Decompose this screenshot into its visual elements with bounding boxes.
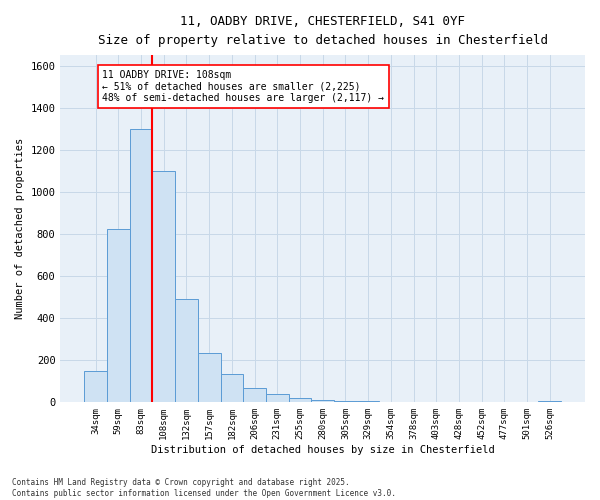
Title: 11, OADBY DRIVE, CHESTERFIELD, S41 0YF
Size of property relative to detached hou: 11, OADBY DRIVE, CHESTERFIELD, S41 0YF S… (98, 15, 548, 47)
Y-axis label: Number of detached properties: Number of detached properties (15, 138, 25, 320)
Bar (84, 371, 107, 402)
X-axis label: Distribution of detached houses by size in Chesterfield: Distribution of detached houses by size … (151, 445, 494, 455)
Bar (152, 171, 175, 402)
Bar (198, 353, 221, 403)
Bar (175, 299, 198, 403)
Bar (311, 400, 334, 402)
Bar (266, 394, 289, 402)
Bar (130, 129, 152, 402)
Text: 11 OADBY DRIVE: 108sqm
← 51% of detached houses are smaller (2,225)
48% of semi-: 11 OADBY DRIVE: 108sqm ← 51% of detached… (103, 70, 385, 103)
Bar (221, 374, 243, 402)
Bar (334, 400, 357, 402)
Bar (107, 228, 130, 402)
Bar (243, 388, 266, 402)
Bar (289, 398, 311, 402)
Text: Contains HM Land Registry data © Crown copyright and database right 2025.
Contai: Contains HM Land Registry data © Crown c… (12, 478, 396, 498)
